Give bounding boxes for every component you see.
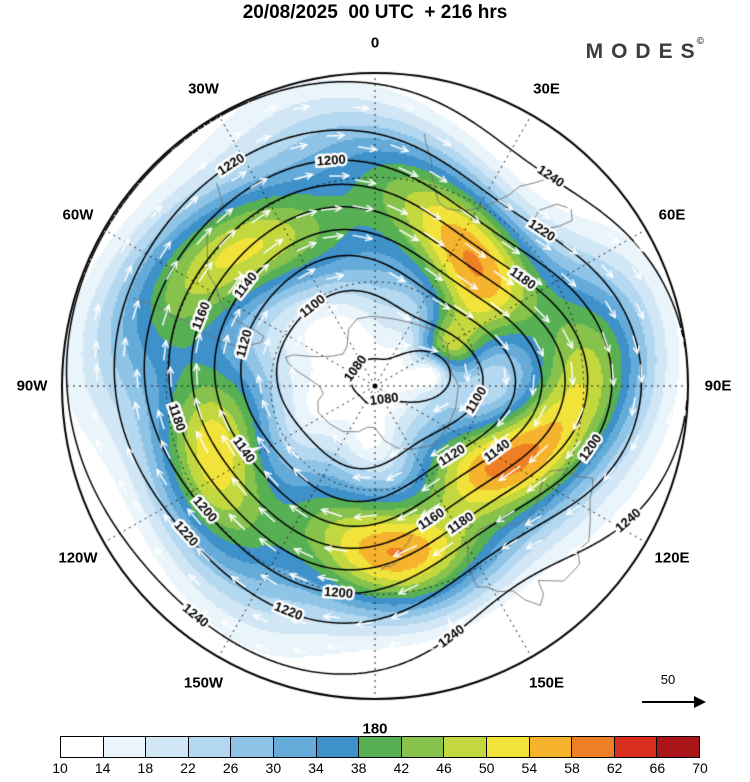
colorbar-cell: [316, 737, 360, 757]
colorbar-tick-label: 18: [137, 760, 154, 776]
colorbar-tick-label: 42: [393, 760, 410, 776]
chart-title: 20/08/2025 00 UTC + 216 hrs: [242, 2, 508, 23]
colorbar-cell: [657, 737, 699, 757]
colorbar-cell: [614, 737, 658, 757]
colorbar-tick-label: 14: [94, 760, 111, 776]
colorbar-tick-label: 10: [52, 760, 68, 776]
colorbar-tick-label: 22: [180, 760, 196, 776]
colorbar-tick-label: 70: [692, 760, 708, 776]
colorbar-cell: [103, 737, 147, 757]
colorbar-tick-label: 54: [521, 760, 538, 776]
colorbar-cell: [359, 737, 402, 757]
modes-logo-text: MODES: [585, 40, 703, 63]
modes-logo: MODES©: [586, 36, 704, 64]
longitude-label-60W: 60W: [62, 206, 94, 223]
colorbar-cell: [486, 737, 530, 757]
longitude-label-150E: 150E: [528, 674, 565, 692]
longitude-label-120E: 120E: [654, 549, 690, 566]
colorbar-tick-label: 66: [649, 760, 666, 776]
colorbar-tick-label: 62: [606, 760, 623, 776]
longitude-label-90E: 90E: [704, 377, 732, 395]
reference-arrow-icon: [642, 696, 706, 708]
colorbar-ticks: 10 14 18 22 26 30 34 38 42 46 50 54 58 62 66 70: [52, 760, 708, 778]
colorbar-cell: [273, 737, 317, 757]
colorbar-cell: [188, 737, 232, 757]
longitude-label-120W: 120W: [58, 549, 98, 566]
colorbar: [60, 736, 700, 758]
longitude-label-30W: 30W: [188, 80, 219, 98]
colorbar-cell: [61, 737, 104, 757]
longitude-label-90W: 90W: [16, 377, 48, 395]
colorbar-cell: [231, 737, 274, 757]
longitude-label-0: 0: [370, 34, 380, 52]
colorbar-tick-label: 26: [222, 760, 239, 776]
longitude-label-150W: 150W: [183, 674, 224, 692]
longitude-label-180: 180: [362, 720, 388, 738]
colorbar-tick-label: 58: [564, 760, 580, 776]
colorbar-tick-label: 30: [265, 760, 282, 776]
colorbar-cell: [146, 737, 189, 757]
copyright-mark: ©: [696, 36, 704, 47]
colorbar-cell: [444, 737, 487, 757]
colorbar-cell: [529, 737, 573, 757]
colorbar-tick-label: 50: [478, 760, 495, 776]
reference-arrow-label: 50: [660, 672, 676, 687]
colorbar-cell: [572, 737, 615, 757]
colorbar-tick-label: 34: [308, 760, 324, 776]
longitude-label-30E: 30E: [533, 80, 560, 98]
colorbar-tick-label: 38: [350, 760, 367, 776]
colorbar-cell: [401, 737, 445, 757]
longitude-label-60E: 60E: [658, 206, 686, 223]
colorbar-tick-label: 46: [436, 760, 452, 776]
